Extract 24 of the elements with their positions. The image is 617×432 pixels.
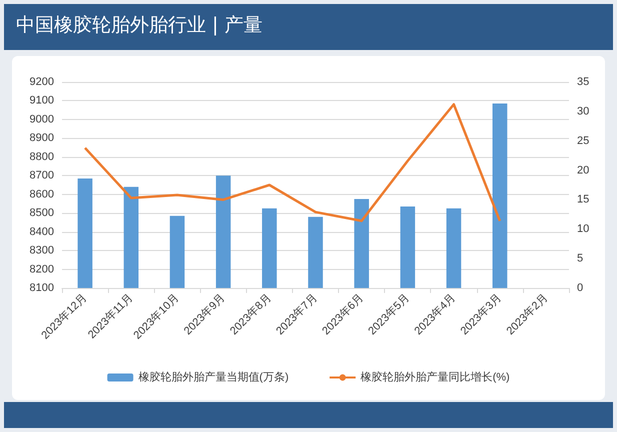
y2-tick-label: 20	[577, 164, 590, 176]
y-tick-label: 8700	[30, 170, 54, 182]
y-tick-label: 8800	[30, 150, 54, 163]
y-tick-label: 8200	[30, 263, 54, 276]
y2-tick-label: 15	[577, 194, 590, 206]
y-tick-label: 8400	[30, 226, 54, 238]
y-tick-label: 9100	[30, 94, 54, 107]
y2-tick-label: 0	[577, 282, 584, 294]
line-series	[84, 103, 502, 222]
y2-tick-label: 10	[577, 223, 590, 236]
y2-tick-label: 25	[577, 134, 590, 147]
y-tick-label: 8300	[30, 244, 54, 257]
y-tick-label: 9000	[30, 113, 54, 126]
y-tick-label: 8600	[30, 188, 54, 200]
y-tick-label: 9200	[30, 76, 54, 88]
y-tick-label: 8100	[30, 282, 54, 294]
chart-title: 中国橡胶轮胎外胎行业 | 产量	[16, 13, 262, 38]
legend-label: 橡胶轮胎外胎产量同比增长(%)	[360, 370, 510, 384]
y2-tick-label: 5	[577, 252, 584, 265]
y-tick-label: 8500	[30, 207, 54, 220]
legend-label: 橡胶轮胎外胎产量当期值(万条)	[138, 370, 289, 384]
y2-tick-label: 35	[577, 76, 590, 88]
y2-tick-label: 30	[577, 105, 590, 118]
y-tick-label: 8900	[30, 132, 54, 144]
